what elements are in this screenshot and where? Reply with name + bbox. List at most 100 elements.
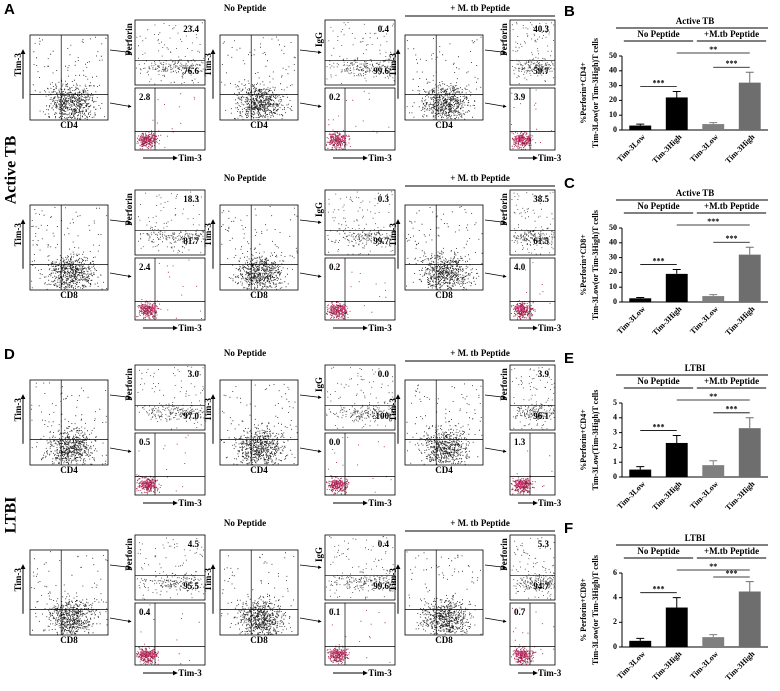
error-bar — [672, 91, 681, 98]
quadrant-value: 0.4 — [139, 607, 151, 617]
quadrant-value: 1.3 — [514, 437, 526, 447]
x-tick-label: Tim-3High — [723, 649, 756, 682]
plot-frame — [324, 87, 396, 151]
error-bar — [709, 460, 718, 466]
bar — [738, 428, 761, 477]
quadrant-value: 2.4 — [139, 262, 151, 272]
quadrant-value: 96.1 — [533, 411, 549, 421]
significance-label: ** — [709, 562, 717, 571]
event-dots — [32, 36, 107, 120]
axis-label: IgG — [314, 32, 324, 47]
significance-label: *** — [726, 405, 738, 414]
y-axis-label: Tim-3Low(Tim-3High)T cells — [591, 390, 600, 491]
y-tick-label: 3 — [613, 427, 617, 436]
quadrant-value: 100 — [376, 411, 390, 421]
y-axis-label: % Perforin+CD8+ — [579, 578, 588, 642]
event-dots — [136, 93, 195, 150]
event-dots — [31, 551, 108, 635]
significance-label: *** — [653, 422, 665, 431]
axis-label: Tim-3 — [368, 498, 392, 508]
x-tick-label: Tim-3High — [723, 304, 756, 337]
axis-label: Tim-3 — [13, 568, 23, 592]
y-axis-label: %Perforin+CD4+ — [579, 62, 588, 124]
gate-arrow — [109, 617, 132, 623]
plot-frame — [134, 364, 206, 431]
plot-frame — [324, 602, 396, 666]
y-axis-label: Tim-3Low(or Tim-3High)T cells — [591, 555, 600, 665]
axis-label: CD8 — [250, 290, 268, 300]
gate-arrow — [299, 219, 322, 224]
plot-frame — [324, 364, 396, 431]
event-dots — [31, 207, 108, 290]
quadrant-value: 3.9 — [538, 369, 550, 379]
panel-letter: A — [4, 1, 15, 18]
error-bar — [636, 637, 645, 641]
axis-label: Tim-3 — [178, 153, 202, 163]
quadrant-value: 97.6 — [140, 304, 156, 314]
x-tick-label: Tim-3High — [723, 132, 756, 165]
y-tick-label: 1 — [613, 457, 617, 466]
event-dots — [406, 206, 483, 290]
axis-label: Tim-3 — [203, 398, 213, 422]
axis-label: Tim-3 — [178, 668, 202, 678]
event-dots — [221, 383, 298, 465]
y-tick-label: 50 — [609, 51, 617, 60]
error-bar — [672, 435, 681, 443]
axis-label: Perforin — [124, 538, 134, 570]
group-label: No Peptide — [637, 29, 679, 39]
gate-arrow — [299, 102, 322, 108]
plot-frame — [219, 379, 299, 466]
axis-label: Tim-3 — [203, 223, 213, 247]
plot-frame — [134, 19, 206, 86]
quadrant-value: 0.0 — [378, 369, 390, 379]
event-dots — [511, 21, 555, 84]
chart-title: LTBI — [685, 363, 706, 373]
event-dots — [511, 537, 555, 600]
plot-frame — [509, 364, 556, 431]
gate-arrow — [109, 447, 132, 453]
axis-label: Tim-3 — [538, 668, 562, 678]
bar — [738, 254, 761, 302]
significance-label: *** — [653, 584, 665, 593]
x-tick-label: Tim-3Low — [615, 132, 647, 164]
bar — [629, 640, 652, 647]
bar — [702, 637, 725, 647]
quadrant-value: 99.6 — [373, 66, 389, 76]
y-tick-label: 4 — [613, 592, 617, 601]
quadrant-value: 96.0 — [515, 304, 531, 314]
x-tick-label: Tim-3Low — [688, 132, 720, 164]
column-header: + M. tb Peptide — [450, 518, 510, 528]
y-tick-label: 2 — [613, 442, 617, 451]
bar — [629, 469, 652, 477]
axis-label: Tim-3 — [538, 323, 562, 333]
event-dots — [327, 191, 395, 255]
axis-label: Perforin — [499, 23, 509, 55]
plot-frame — [404, 379, 484, 466]
quadrant-value: 96.1 — [515, 134, 531, 144]
gate-arrow — [109, 394, 132, 399]
y-axis-label: %Perforin+CD8+ — [579, 234, 588, 296]
x-tick-label: Tim-3Low — [615, 304, 647, 336]
bar — [702, 296, 725, 302]
axis-label: Tim-3 — [368, 323, 392, 333]
axis-label: Tim-3 — [13, 223, 23, 247]
x-tick-label: Tim-3High — [650, 304, 683, 337]
x-tick-label: Tim-3Low — [615, 479, 647, 511]
group-label: +M.tb Peptide — [704, 376, 759, 386]
event-dots — [511, 191, 555, 255]
axis-label: CD4 — [250, 120, 268, 130]
quadrant-value: 0.4 — [378, 24, 390, 34]
gate-arrow — [299, 447, 322, 453]
axis-label: CD8 — [250, 635, 268, 645]
gate-arrow — [299, 564, 322, 569]
chart-title: LTBI — [685, 533, 706, 543]
plot-frame — [324, 534, 396, 601]
plot-frame — [134, 87, 206, 151]
bar — [665, 97, 688, 130]
x-tick-label: Tim-3High — [650, 649, 683, 682]
axis-label: Perforin — [124, 193, 134, 225]
axis-label: IgG — [314, 547, 324, 562]
gate-arrow — [109, 219, 132, 224]
plot-frame — [404, 204, 484, 291]
quadrant-value: 2.8 — [139, 92, 151, 102]
